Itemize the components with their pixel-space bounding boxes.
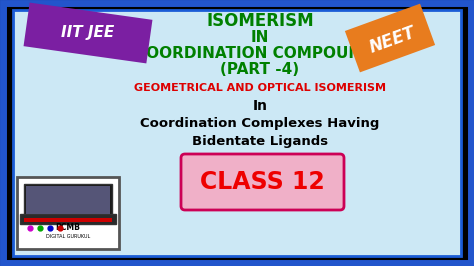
Text: Coordination Complexes Having: Coordination Complexes Having xyxy=(140,117,380,130)
Text: CLASS 12: CLASS 12 xyxy=(200,170,324,194)
FancyBboxPatch shape xyxy=(20,214,116,224)
Text: IN: IN xyxy=(251,30,269,44)
FancyBboxPatch shape xyxy=(181,154,344,210)
Text: COORDINATION COMPOUNDS: COORDINATION COMPOUNDS xyxy=(135,47,385,61)
Text: Bidentate Ligands: Bidentate Ligands xyxy=(192,135,328,148)
Text: (PART -4): (PART -4) xyxy=(220,63,300,77)
FancyBboxPatch shape xyxy=(24,184,112,216)
Text: GEOMETRICAL AND OPTICAL ISOMERISM: GEOMETRICAL AND OPTICAL ISOMERISM xyxy=(134,83,386,93)
FancyBboxPatch shape xyxy=(26,186,110,214)
Polygon shape xyxy=(345,4,435,72)
Text: PCMB: PCMB xyxy=(55,223,81,232)
Text: IIT JEE: IIT JEE xyxy=(61,26,115,40)
Polygon shape xyxy=(24,3,153,63)
Text: NEET: NEET xyxy=(366,23,418,57)
Text: In: In xyxy=(253,99,267,113)
Text: DIGITAL GURUKUL: DIGITAL GURUKUL xyxy=(46,234,90,239)
Text: ISOMERISM: ISOMERISM xyxy=(206,12,314,30)
FancyBboxPatch shape xyxy=(3,3,471,263)
FancyBboxPatch shape xyxy=(13,10,461,256)
FancyBboxPatch shape xyxy=(24,218,112,222)
FancyBboxPatch shape xyxy=(17,177,119,249)
